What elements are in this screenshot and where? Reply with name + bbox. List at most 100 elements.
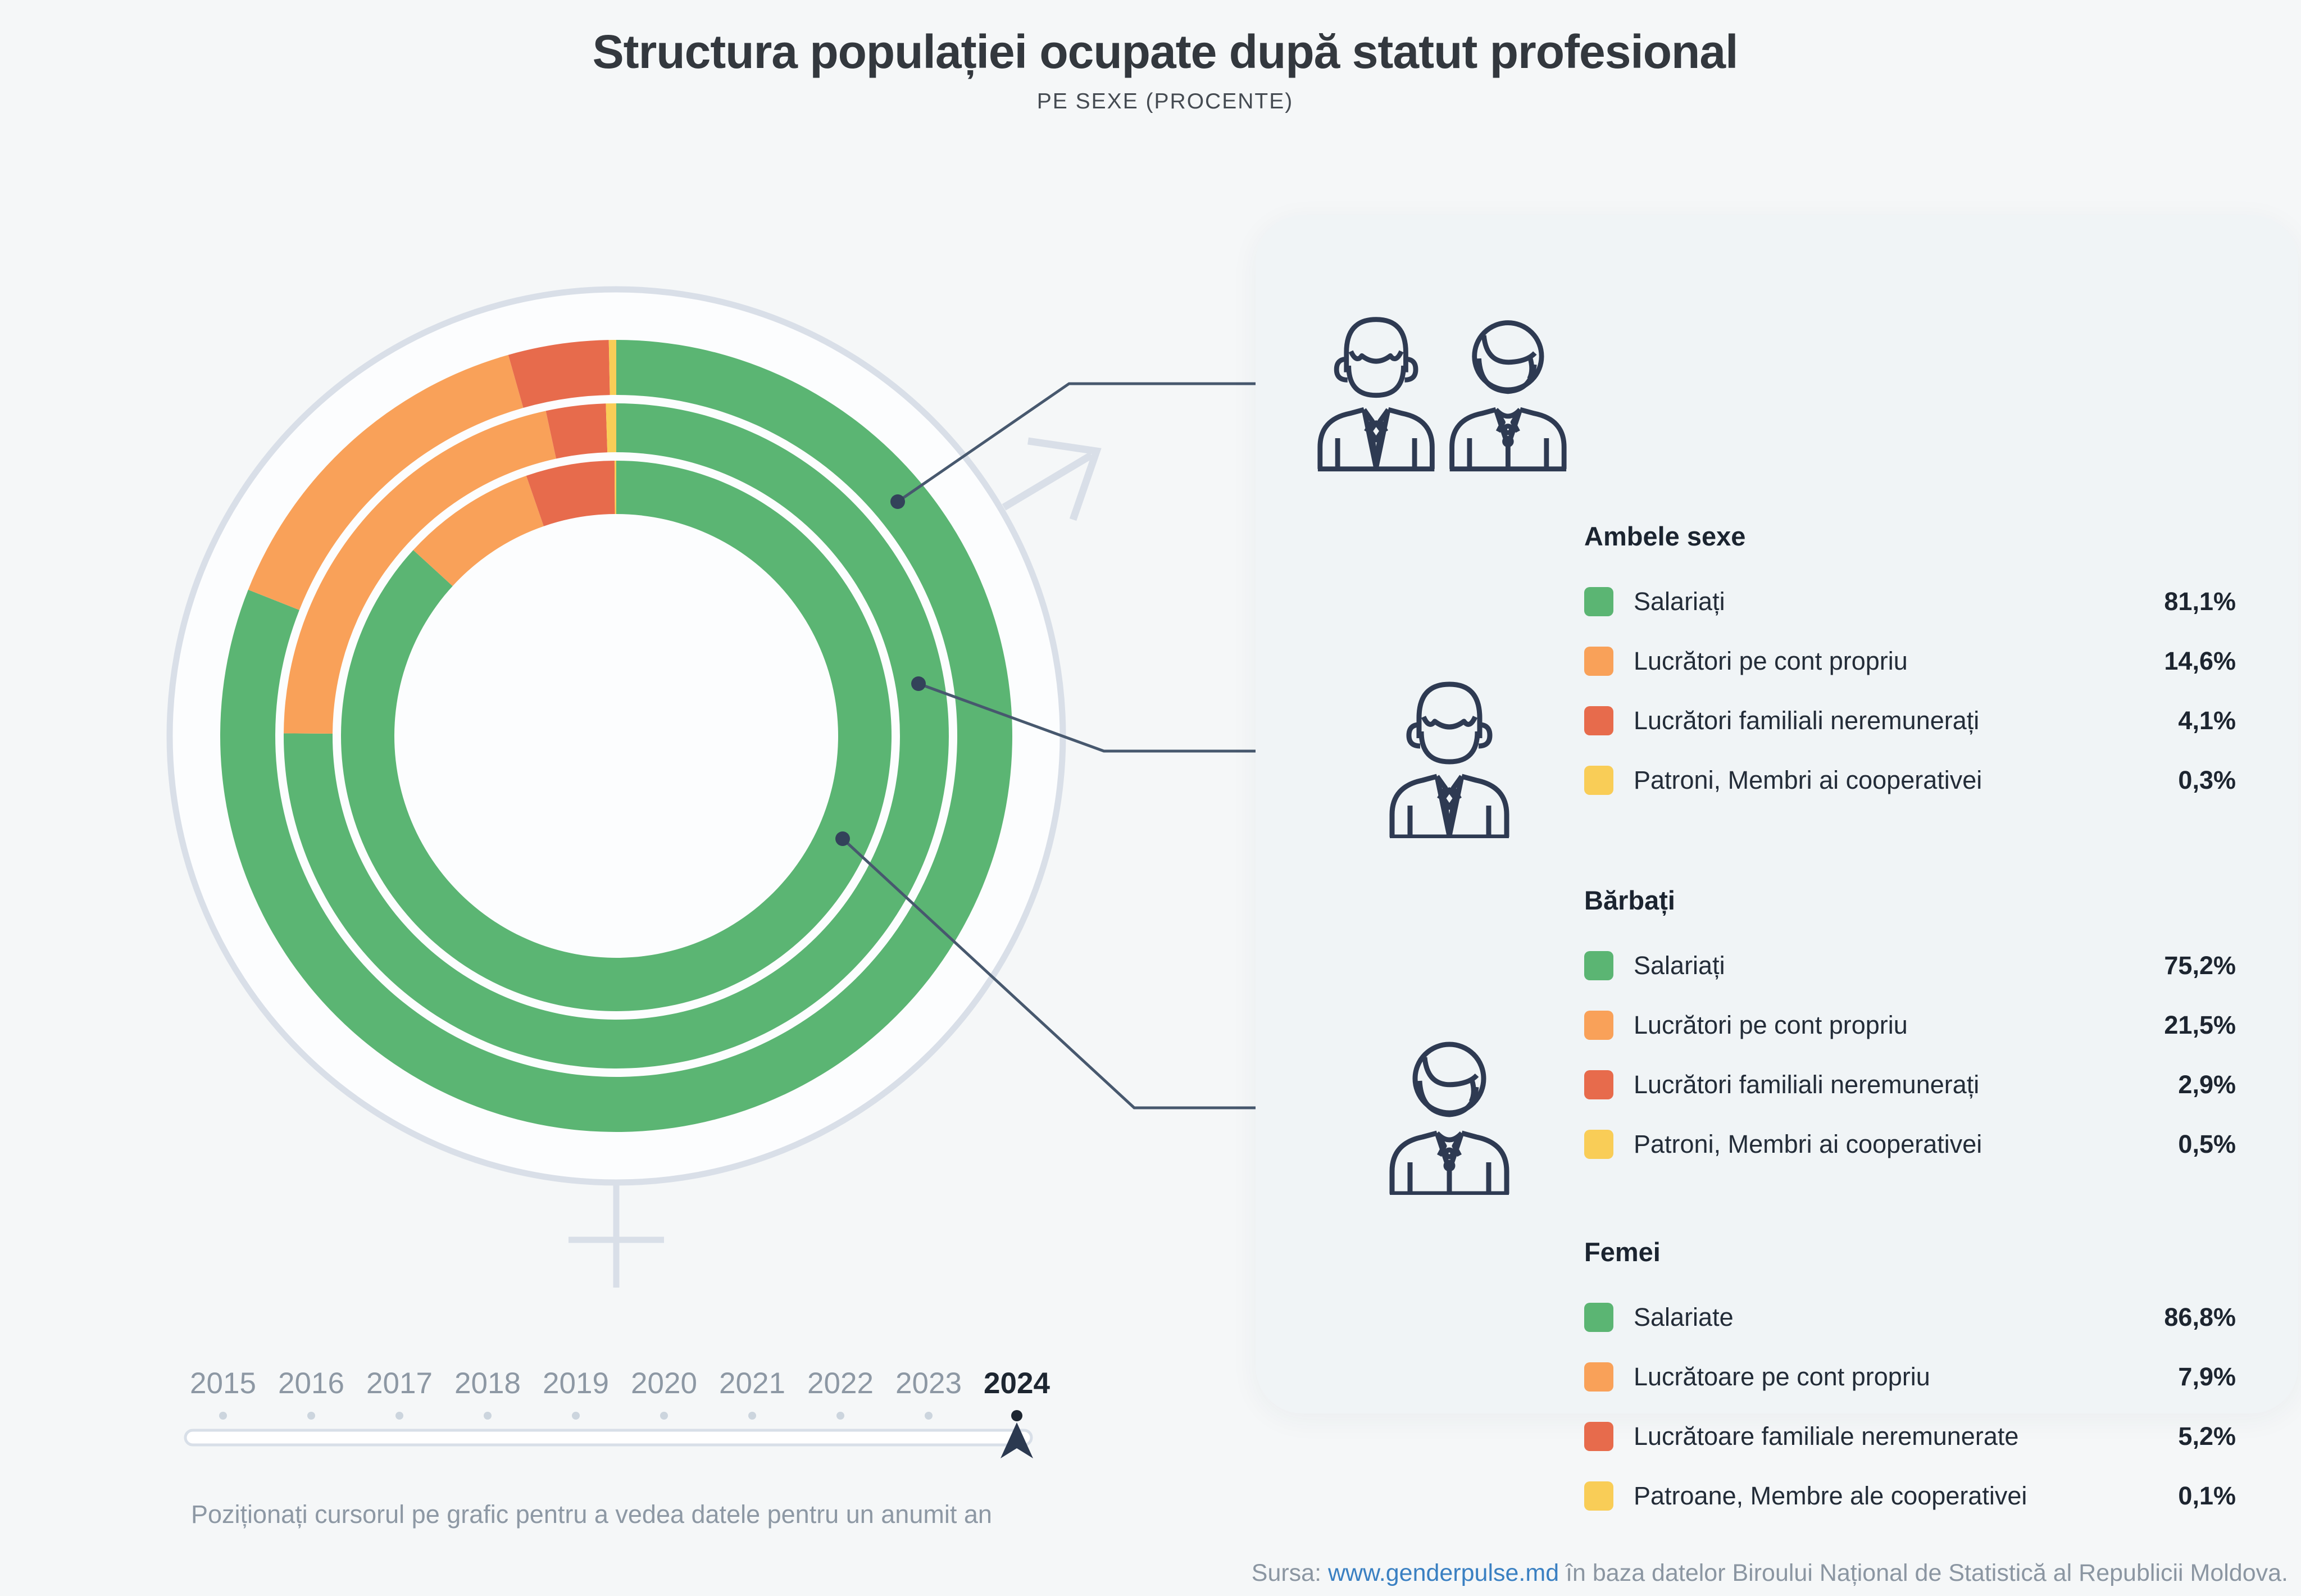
timeline-dot-2020[interactable] <box>660 1412 668 1420</box>
year-2022[interactable]: 2022 <box>807 1367 874 1400</box>
legend-row: Patroni, Membri ai cooperativei 0,3% <box>1584 765 2236 795</box>
ring-inner-segment-3[interactable] <box>614 460 616 514</box>
ring-outer-segment-3[interactable] <box>608 339 616 395</box>
timeline-dot-2017[interactable] <box>395 1412 403 1420</box>
timeline-dot-2022[interactable] <box>836 1412 844 1420</box>
swatch-patroni <box>1584 766 1613 795</box>
swatch-salariati <box>1584 587 1613 616</box>
legend-label: Patroni, Membri ai cooperativei <box>1634 1130 1982 1158</box>
swatch-salariate <box>1584 1303 1613 1332</box>
swatch-familiali <box>1584 1070 1613 1099</box>
callout-dot-2 <box>835 831 850 846</box>
page-title: Structura populației ocupate după statut… <box>592 25 1739 78</box>
legend-row: Salariate 86,8% <box>1584 1302 2236 1333</box>
legend-value: 75,2% <box>2164 951 2236 980</box>
year-2021[interactable]: 2021 <box>719 1367 785 1400</box>
legend-row: Lucrători pe cont propriu 21,5% <box>1584 1010 2236 1040</box>
legend-value: 4,1% <box>2178 706 2236 735</box>
legend-row: Salariați 75,2% <box>1584 951 2236 981</box>
swatch-salariati <box>1584 951 1613 980</box>
legend-label: Lucrători pe cont propriu <box>1634 647 1908 675</box>
ring-middle-segment-2[interactable] <box>545 403 608 459</box>
legend-group-both-sexes: Ambele sexe Salariați 81,1% Lucrători pe… <box>1584 523 2236 795</box>
legend-value: 21,5% <box>2164 1011 2236 1039</box>
legend-value: 81,1% <box>2164 587 2236 616</box>
year-2018[interactable]: 2018 <box>454 1367 521 1400</box>
legend-label: Lucrători familiali neremunerați <box>1634 706 1980 735</box>
both-sexes-icon <box>1316 303 1568 472</box>
timeline-dot-2023[interactable] <box>925 1412 933 1420</box>
legend-value: 7,9% <box>2178 1362 2236 1391</box>
callout-dot-1 <box>911 676 926 691</box>
year-2024-selected[interactable]: 2024 <box>984 1367 1050 1400</box>
swatch-cont-propriu <box>1584 647 1613 676</box>
ring-outer-segment-2[interactable] <box>508 340 610 408</box>
legend-label: Salariați <box>1634 587 1725 616</box>
legend-panel: Ambele sexe Salariați 81,1% Lucrători pe… <box>1256 215 2298 1511</box>
legend-label: Lucrători familiali neremunerați <box>1634 1070 1980 1099</box>
timeline-dot-2024[interactable] <box>1011 1410 1022 1421</box>
legend-value: 0,5% <box>2178 1130 2236 1158</box>
ring-outer-segment-1[interactable] <box>248 354 524 610</box>
callout-dot-0 <box>890 494 905 509</box>
legend-row: Lucrători familiali neremunerați 2,9% <box>1584 1070 2236 1100</box>
woman-icon <box>1388 1026 1511 1195</box>
swatch-cont-propriu <box>1584 1011 1613 1040</box>
legend-heading: Ambele sexe <box>1584 521 1746 551</box>
legend-label: Lucrătoare familiale neremunerate <box>1634 1422 2019 1451</box>
legend-value: 14,6% <box>2164 647 2236 675</box>
timeline-dot-2019[interactable] <box>572 1412 580 1420</box>
legend-row: Salariați 81,1% <box>1584 586 2236 617</box>
ring-middle-segment-1[interactable] <box>284 411 556 734</box>
year-2015[interactable]: 2015 <box>190 1367 256 1400</box>
male-arrow-head <box>1027 437 1102 521</box>
timeline-dot-2021[interactable] <box>748 1412 756 1420</box>
timeline-cursor[interactable] <box>1001 1422 1033 1458</box>
year-2019[interactable]: 2019 <box>543 1367 609 1400</box>
legend-value: 0,3% <box>2178 766 2236 794</box>
legend-value: 2,9% <box>2178 1070 2236 1099</box>
page-subtitle: PE SEXE (PROCENTE) <box>1036 89 1294 113</box>
year-2016[interactable]: 2016 <box>278 1367 344 1400</box>
legend-label: Lucrători pe cont propriu <box>1634 1011 1908 1039</box>
ring-inner-segment-2[interactable] <box>526 461 615 526</box>
legend-label: Patroni, Membri ai cooperativei <box>1634 766 1982 794</box>
timeline-track[interactable] <box>184 1429 1033 1447</box>
swatch-familiale <box>1584 1422 1613 1451</box>
legend-row: Patroane, Membre ale cooperativei 0,1% <box>1584 1481 2236 1511</box>
source-text: în baza datelor Biroului Național de Sta… <box>1566 1559 2288 1586</box>
callout-line-0 <box>897 382 1286 503</box>
timeline-dot-2018[interactable] <box>484 1412 492 1420</box>
legend-label: Patroane, Membre ale cooperativei <box>1634 1481 2027 1510</box>
callout-line-1 <box>918 682 1286 753</box>
timeline-dot-2016[interactable] <box>307 1412 315 1420</box>
swatch-cont-propriu <box>1584 1362 1613 1392</box>
year-2023[interactable]: 2023 <box>895 1367 962 1400</box>
timeline-hint: Poziționați cursorul pe grafic pentru a … <box>191 1500 992 1529</box>
female-cross-icon <box>569 1180 664 1288</box>
swatch-patroni <box>1584 1130 1613 1159</box>
swatch-familiali <box>1584 706 1613 735</box>
source-label: Sursa: <box>1251 1559 1322 1586</box>
legend-value: 0,1% <box>2178 1481 2236 1510</box>
timeline-dot-2015[interactable] <box>219 1412 227 1420</box>
legend-row: Lucrători familiali neremunerați 4,1% <box>1584 706 2236 736</box>
male-arrow-shaft <box>1002 452 1094 511</box>
legend-value: 86,8% <box>2164 1303 2236 1331</box>
legend-value: 5,2% <box>2178 1422 2236 1451</box>
year-2017[interactable]: 2017 <box>366 1367 433 1400</box>
source-link[interactable]: www.genderpulse.md <box>1328 1559 1559 1586</box>
header: Structura populației ocupate după statut… <box>592 25 1739 114</box>
legend-group-women: Femei Salariate 86,8% Lucrătoare pe cont… <box>1584 1239 2236 1511</box>
legend-row: Lucrătoare pe cont propriu 7,9% <box>1584 1362 2236 1392</box>
ring-inner-segment-1[interactable] <box>413 475 544 586</box>
legend-label: Lucrătoare pe cont propriu <box>1634 1362 1930 1391</box>
legend-heading: Bărbați <box>1584 885 1675 915</box>
man-icon <box>1388 670 1511 838</box>
legend-row: Lucrătoare familiale neremunerate 5,2% <box>1584 1421 2236 1452</box>
year-2020[interactable]: 2020 <box>631 1367 697 1400</box>
ring-middle-segment-3[interactable] <box>606 403 616 453</box>
legend-label: Salariate <box>1634 1303 1734 1331</box>
